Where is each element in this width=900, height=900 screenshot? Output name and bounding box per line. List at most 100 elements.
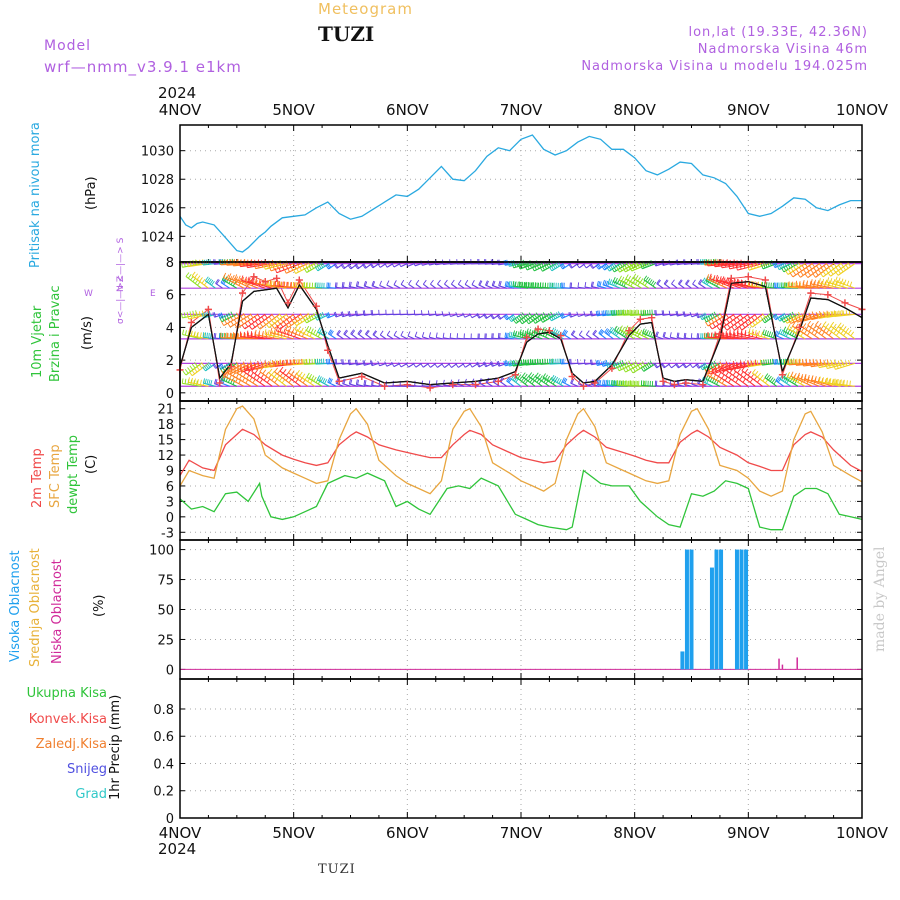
wind-barb-tick	[220, 278, 225, 283]
wind-barb-tick	[609, 279, 613, 285]
wind-barb-tick	[716, 314, 720, 320]
wind-barb-tick	[428, 332, 431, 338]
wind-barb-tick	[711, 367, 715, 373]
wind-barb-tick	[239, 370, 244, 376]
wind-barb-tick	[430, 279, 434, 285]
wind-barb-tick	[391, 262, 395, 268]
wind-barb-tick	[746, 314, 751, 319]
wind-barb-tick	[326, 263, 331, 269]
wind-barb-tick	[534, 317, 538, 323]
wind-barb-tick	[714, 366, 718, 372]
wind-barb-tick	[621, 360, 625, 366]
wind-barb-tick	[405, 362, 409, 368]
wind-barb-tick	[189, 365, 194, 371]
wind-barb-tick	[514, 281, 517, 287]
wind-barb-tick	[761, 313, 766, 318]
wind-arrow	[363, 362, 372, 366]
legend-snijeg: Snijeg	[67, 762, 107, 777]
wind-barb-tick	[187, 330, 190, 336]
wind-barb-tick	[736, 316, 741, 321]
wind-barb-tick	[601, 361, 604, 367]
wind-barb-tick	[336, 329, 340, 335]
wind-barb-tick	[838, 277, 841, 283]
wind-barb-tick	[508, 317, 512, 322]
wind-barb-tick	[589, 264, 594, 269]
wind-barb-tick	[229, 315, 234, 321]
wind-barb-tick	[489, 314, 494, 320]
wind-barb-tick	[220, 312, 224, 318]
wind-barb-tick	[527, 359, 530, 365]
x-tick-label-top: 4NOV	[159, 101, 202, 119]
wind-barb-tick	[662, 310, 665, 316]
wind-barb-tick	[812, 273, 816, 278]
wind-barb-tick	[735, 262, 738, 268]
wind-barb-tick	[699, 314, 703, 320]
wind-barb-tick	[363, 379, 366, 385]
wind-barb-tick	[215, 379, 218, 385]
y-tick-label: 1026	[141, 202, 174, 217]
wind-barb-tick	[642, 263, 645, 269]
wind-barb-tick	[736, 328, 739, 334]
wind-barb-tick	[208, 362, 212, 367]
wind-barb-tick	[407, 331, 411, 337]
wind-barb-tick	[372, 330, 377, 335]
wind-arrow	[718, 370, 742, 387]
wind-barb-tick	[817, 362, 820, 368]
wind-barb-tick	[419, 362, 424, 368]
wind-barb-tick	[277, 329, 280, 335]
wind-barb-tick	[314, 315, 318, 321]
wind-barb-tick	[825, 279, 828, 285]
wind-barb-tick	[600, 330, 605, 336]
wind-arrow	[349, 383, 358, 387]
wind-arrow	[408, 283, 415, 289]
wind-barb-tick	[596, 264, 601, 269]
wind-barb-tick	[743, 361, 746, 368]
wind-barb-tick	[551, 374, 555, 380]
wind-gust-marker-top	[659, 377, 667, 385]
wind-barb-tick	[702, 377, 706, 383]
wind-barb-tick	[234, 323, 238, 329]
wind-barb-tick	[540, 313, 545, 319]
wind-barb-tick	[570, 330, 575, 335]
wind-gust-marker-top	[534, 325, 542, 333]
wind-barb-tick	[232, 371, 236, 377]
wind-barb-tick	[752, 368, 756, 374]
wind-barb-tick	[657, 279, 661, 285]
wind-barb-tick	[548, 377, 553, 382]
wind-barb-tick	[356, 359, 358, 365]
wind-barb-tick	[379, 280, 382, 286]
wind-barb-tick	[799, 270, 804, 276]
wind-barb-tick	[505, 313, 510, 319]
wind-arrow	[422, 336, 429, 340]
wind-barb-tick	[616, 327, 620, 332]
wind-barb-tick	[609, 326, 613, 332]
wind-barb-tick	[578, 330, 583, 336]
wind-arrow	[356, 383, 365, 387]
wind-barb-tick	[230, 311, 234, 317]
wind-barb-tick	[542, 312, 547, 317]
wind-barb-tick	[236, 312, 240, 318]
wind-barb-tick	[676, 310, 679, 316]
wind-arrow	[792, 325, 813, 340]
wind-barb-tick	[622, 267, 626, 273]
wind-barb-tick	[507, 377, 512, 382]
wind-barb-tick	[310, 375, 315, 381]
wind-barb-tick	[512, 314, 517, 319]
wind-barb-tick	[797, 372, 800, 378]
wind-barb-tick	[824, 361, 826, 367]
wind-barb-tick	[748, 328, 751, 334]
wind-barb-tick	[605, 362, 609, 368]
wind-barb-tick	[590, 310, 593, 316]
wind-barb-tick	[644, 364, 648, 370]
wind-arrow	[655, 385, 664, 387]
wind-barb-tick	[656, 279, 661, 284]
wind-barb-tick	[263, 264, 266, 270]
wind-barb-tick	[511, 361, 514, 367]
model-label: Model	[44, 38, 92, 54]
wind-barb-tick	[818, 278, 821, 284]
wind-barb-tick	[296, 369, 300, 375]
wind-barb-tick	[598, 310, 601, 316]
wind-barb-tick	[205, 276, 209, 282]
y-tick-label: 21	[157, 403, 174, 418]
wind-barb-tick	[514, 360, 516, 366]
